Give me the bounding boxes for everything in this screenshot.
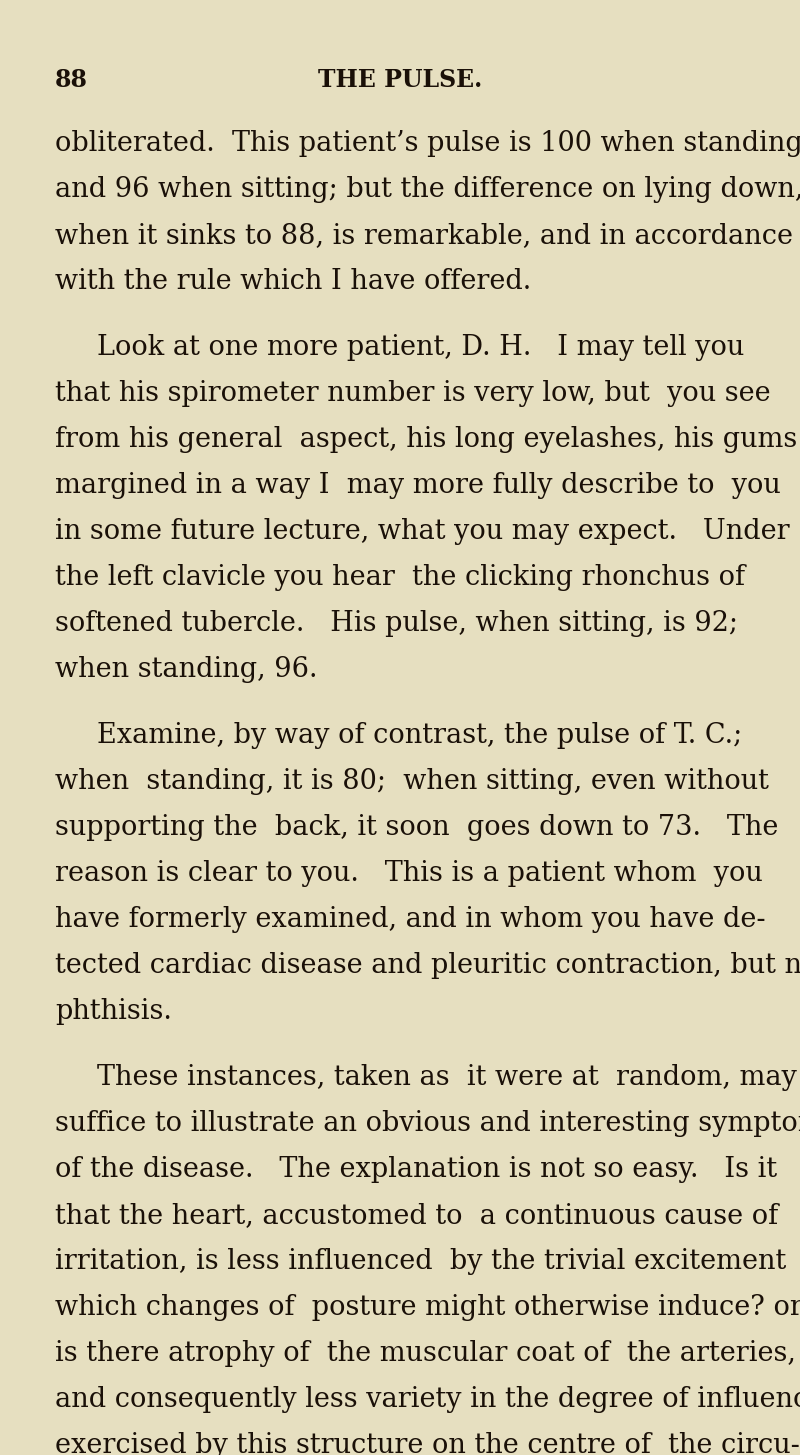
Text: exercised by this structure on the centre of  the circu-: exercised by this structure on the centr…: [55, 1432, 800, 1455]
Text: Examine, by way of contrast, the pulse of T. C.;: Examine, by way of contrast, the pulse o…: [97, 722, 742, 749]
Text: and consequently less variety in the degree of influence: and consequently less variety in the deg…: [55, 1387, 800, 1413]
Text: phthisis.: phthisis.: [55, 998, 172, 1024]
Text: from his general  aspect, his long eyelashes, his gums: from his general aspect, his long eyelas…: [55, 426, 798, 453]
Text: reason is clear to you.   This is a patient whom  you: reason is clear to you. This is a patien…: [55, 860, 762, 888]
Text: in some future lecture, what you may expect.   Under: in some future lecture, what you may exp…: [55, 518, 790, 546]
Text: when standing, 96.: when standing, 96.: [55, 656, 318, 682]
Text: obliterated.  This patient’s pulse is 100 when standing,: obliterated. This patient’s pulse is 100…: [55, 129, 800, 157]
Text: supporting the  back, it soon  goes down to 73.   The: supporting the back, it soon goes down t…: [55, 813, 778, 841]
Text: softened tubercle.   His pulse, when sitting, is 92;: softened tubercle. His pulse, when sitti…: [55, 610, 738, 637]
Text: when  standing, it is 80;  when sitting, even without: when standing, it is 80; when sitting, e…: [55, 768, 769, 794]
Text: when it sinks to 88, is remarkable, and in accordance: when it sinks to 88, is remarkable, and …: [55, 223, 793, 249]
Text: the left clavicle you hear  the clicking rhonchus of: the left clavicle you hear the clicking …: [55, 565, 745, 591]
Text: These instances, taken as  it were at  random, may: These instances, taken as it were at ran…: [97, 1064, 797, 1091]
Text: is there atrophy of  the muscular coat of  the arteries,: is there atrophy of the muscular coat of…: [55, 1340, 796, 1368]
Text: that the heart, accustomed to  a continuous cause of: that the heart, accustomed to a continuo…: [55, 1202, 778, 1229]
Text: margined in a way I  may more fully describe to  you: margined in a way I may more fully descr…: [55, 471, 781, 499]
Text: THE PULSE.: THE PULSE.: [318, 68, 482, 92]
Text: that his spirometer number is very low, but  you see: that his spirometer number is very low, …: [55, 380, 770, 407]
Text: have formerly examined, and in whom you have de-: have formerly examined, and in whom you …: [55, 906, 766, 933]
Text: 88: 88: [55, 68, 88, 92]
Text: suffice to illustrate an obvious and interesting symptom: suffice to illustrate an obvious and int…: [55, 1110, 800, 1136]
Text: irritation, is less influenced  by the trivial excitement: irritation, is less influenced by the tr…: [55, 1248, 786, 1275]
Text: with the rule which I have offered.: with the rule which I have offered.: [55, 268, 531, 295]
Text: tected cardiac disease and pleuritic contraction, but no: tected cardiac disease and pleuritic con…: [55, 952, 800, 979]
Text: of the disease.   The explanation is not so easy.   Is it: of the disease. The explanation is not s…: [55, 1157, 777, 1183]
Text: Look at one more patient, D. H.   I may tell you: Look at one more patient, D. H. I may te…: [97, 335, 744, 361]
Text: and 96 when sitting; but the difference on lying down,: and 96 when sitting; but the difference …: [55, 176, 800, 204]
Text: which changes of  posture might otherwise induce? or: which changes of posture might otherwise…: [55, 1293, 800, 1321]
